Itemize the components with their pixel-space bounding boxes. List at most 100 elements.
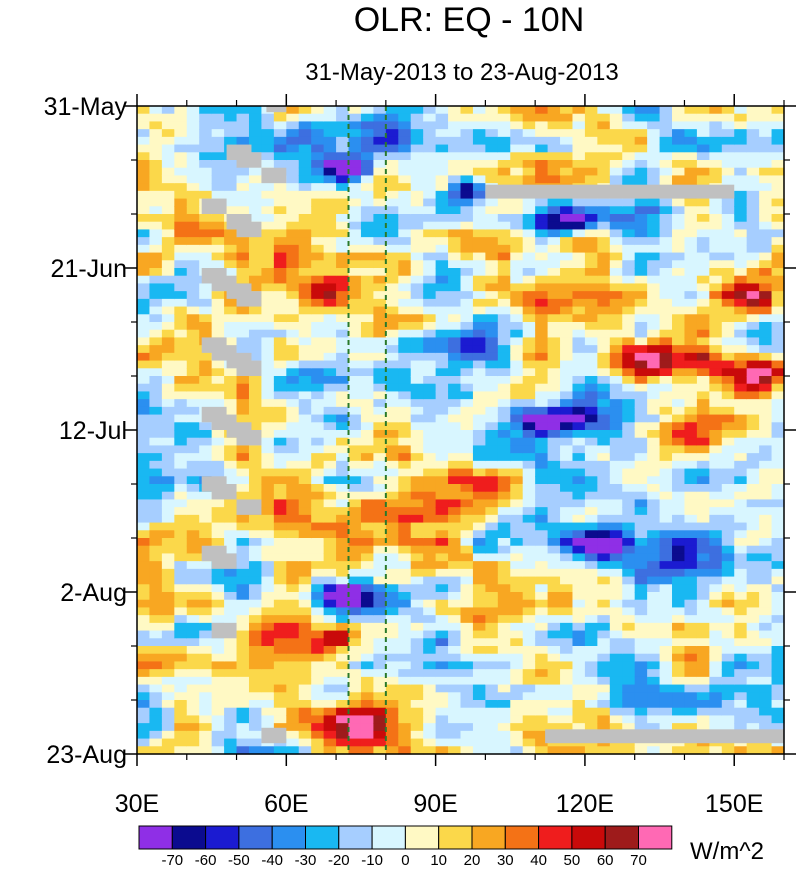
field-cell: [137, 607, 151, 616]
field-cell: [510, 252, 524, 261]
field-cell: [298, 676, 312, 686]
field-cell: [410, 198, 424, 207]
field-cell: [510, 337, 524, 346]
field-cell: [323, 244, 337, 254]
field-cell: [709, 646, 723, 655]
field-cell: [597, 723, 611, 732]
field-cell: [273, 592, 287, 601]
field-cell: [522, 684, 536, 693]
field-cell: [771, 723, 785, 732]
field-cell: [348, 237, 362, 246]
field-cell: [597, 476, 611, 485]
field-cell: [472, 491, 486, 501]
field-cell: [410, 352, 424, 362]
field-cell: [522, 738, 536, 747]
field-cell: [684, 638, 698, 647]
field-cell: [609, 198, 623, 207]
field-cell: [348, 229, 362, 238]
field-cell: [734, 522, 748, 531]
field-cell: [311, 399, 325, 408]
field-cell: [684, 268, 698, 277]
field-cell: [696, 607, 710, 616]
field-cell: [348, 622, 362, 632]
field-cell: [137, 352, 151, 362]
field-cell: [323, 723, 337, 732]
field-cell: [647, 460, 661, 470]
field-cell: [535, 445, 549, 454]
field-cell: [398, 167, 412, 177]
field-cell: [360, 545, 374, 555]
field-cell: [709, 314, 723, 323]
field-cell: [547, 715, 561, 724]
field-cell: [373, 615, 387, 624]
field-cell: [572, 723, 586, 732]
field-cell: [398, 484, 412, 493]
field-cell: [597, 530, 611, 539]
field-cell: [435, 229, 449, 238]
field-cell: [609, 445, 623, 454]
field-cell: [472, 345, 486, 354]
field-cell: [597, 630, 611, 639]
field-cell: [721, 538, 735, 547]
field-cell: [385, 291, 399, 300]
field-cell: [236, 545, 250, 555]
field-cell: [472, 669, 486, 678]
x-tick-label: 60E: [264, 790, 308, 818]
field-cell: [410, 468, 424, 477]
field-cell: [547, 291, 561, 300]
field-cell: [373, 715, 387, 724]
field-cell: [597, 129, 611, 138]
field-cell: [734, 314, 748, 323]
field-cell: [560, 676, 574, 686]
field-cell: [398, 738, 412, 747]
field-cell: [497, 584, 511, 593]
field-cell: [448, 715, 462, 724]
field-cell: [448, 422, 462, 431]
field-cell: [510, 615, 524, 624]
field-cell: [186, 368, 200, 377]
field-cell: [497, 692, 511, 701]
field-cell: [336, 738, 350, 747]
field-cell: [535, 345, 549, 354]
field-cell: [547, 723, 561, 732]
field-cell: [161, 268, 175, 277]
field-cell: [286, 190, 300, 200]
field-cell: [759, 144, 773, 153]
field-cell: [423, 129, 437, 138]
field-cell: [360, 460, 374, 470]
field-cell: [746, 499, 760, 508]
field-cell: [236, 460, 250, 470]
field-cell: [137, 136, 151, 146]
field-cell: [759, 468, 773, 477]
field-cell: [348, 399, 362, 408]
field-cell: [435, 136, 449, 146]
field-cell: [672, 383, 686, 393]
field-cell: [323, 352, 337, 362]
field-cell: [186, 268, 200, 277]
field-cell: [497, 460, 511, 470]
field-cell: [547, 646, 561, 655]
field-cell: [161, 175, 175, 184]
field-cell: [199, 576, 213, 585]
field-cell: [709, 252, 723, 261]
y-tick-label: 23-Aug: [46, 741, 127, 769]
field-cell: [348, 715, 362, 724]
field-cell: [647, 136, 661, 146]
field-cell: [385, 183, 399, 192]
field-cell: [311, 106, 325, 115]
field-cell: [684, 337, 698, 346]
field-cell: [423, 730, 437, 740]
field-cell: [311, 113, 325, 123]
field-cell: [510, 592, 524, 601]
colorbar-label: -50: [228, 852, 250, 869]
field-cell: [224, 738, 238, 747]
field-cell: [684, 453, 698, 462]
field-cell: [734, 599, 748, 609]
field-cell: [298, 237, 312, 246]
field-cell: [199, 221, 213, 231]
field-cell: [348, 314, 362, 323]
field-cell: [248, 144, 263, 153]
field-cell: [547, 669, 561, 678]
field-cell: [398, 661, 412, 670]
field-cell: [137, 422, 151, 431]
